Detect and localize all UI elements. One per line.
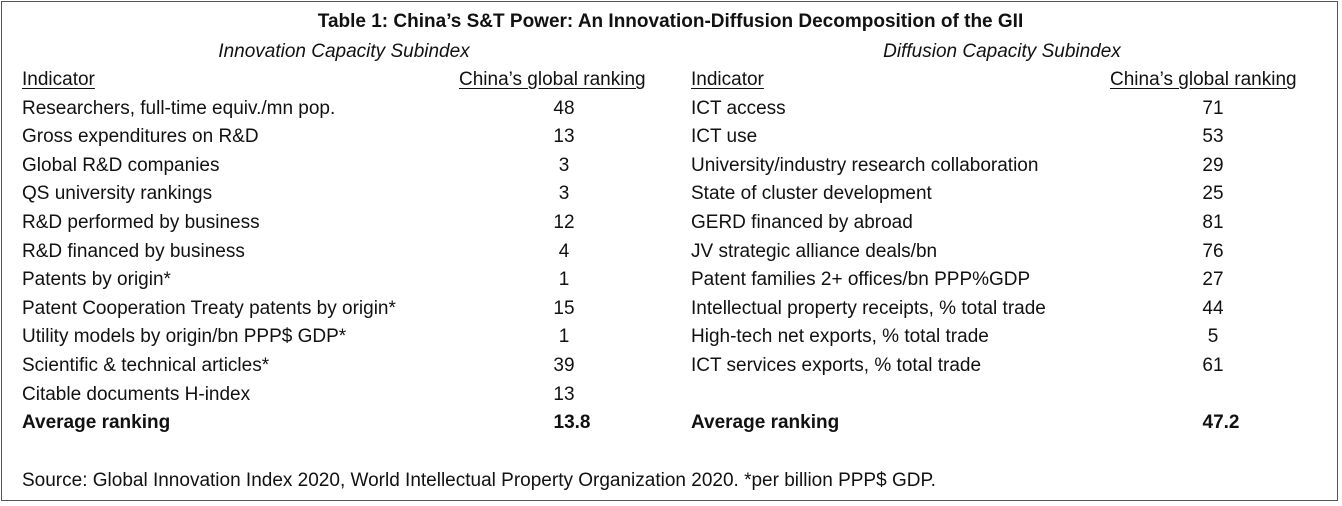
table-row: ICT access 71 <box>691 95 1320 124</box>
indicator-cell: R&D performed by business <box>22 211 260 233</box>
indicator-cell: High-tech net exports, % total trade <box>691 326 989 348</box>
indicator-cell: Utility models by origin/bn PPP$ GDP* <box>22 326 347 348</box>
rank-cell: 81 <box>1202 211 1224 233</box>
table-row: Patents by origin* 1 <box>22 266 670 295</box>
indicator-cell: Intellectual property receipts, % total … <box>691 297 1046 319</box>
innovation-average-row: Average ranking 13.8 <box>22 409 670 438</box>
table-row: University/industry research collaborati… <box>691 152 1320 181</box>
table-row: QS university rankings 3 <box>22 180 670 209</box>
table-row: State of cluster development 25 <box>691 180 1320 209</box>
table-row: ICT use 53 <box>691 123 1320 152</box>
indicator-cell: Scientific & technical articles* <box>22 354 270 376</box>
innovation-ranking-header: China’s global ranking <box>459 69 646 90</box>
rank-cell: 4 <box>558 240 570 262</box>
table-title: Table 1: China’s S&T Power: An Innovatio… <box>317 11 1024 32</box>
rank-cell: 25 <box>1202 183 1224 205</box>
average-label: Average ranking <box>691 412 840 434</box>
indicator-cell: ICT use <box>691 126 758 148</box>
source-note: Source: Global Innovation Index 2020, Wo… <box>22 470 936 491</box>
table-row: High-tech net exports, % total trade 5 <box>691 323 1320 352</box>
rank-cell: 71 <box>1202 97 1224 119</box>
average-value: 13.8 <box>553 412 591 434</box>
rank-cell: 29 <box>1202 154 1224 176</box>
diffusion-subtitle: Diffusion Capacity Subindex <box>883 41 1121 62</box>
table-row: JV strategic alliance deals/bn 76 <box>691 238 1320 267</box>
empty-row <box>691 381 1320 410</box>
rank-cell: 12 <box>553 211 575 233</box>
innovation-header-row: Indicator China’s global ranking <box>22 66 670 95</box>
indicator-cell: R&D financed by business <box>22 240 245 262</box>
innovation-panel: Indicator China’s global ranking Researc… <box>22 66 670 438</box>
table-row: R&D financed by business 4 <box>22 238 670 267</box>
indicator-cell: Patent Cooperation Treaty patents by ori… <box>22 297 396 319</box>
rank-cell: 13 <box>553 126 575 148</box>
table-row: R&D performed by business 12 <box>22 209 670 238</box>
table-row: Researchers, full-time equiv./mn pop. 48 <box>22 95 670 124</box>
indicator-cell: Citable documents H-index <box>22 383 251 405</box>
rank-cell: 53 <box>1202 126 1224 148</box>
rank-cell: 5 <box>1207 326 1219 348</box>
indicator-cell: Global R&D companies <box>22 154 220 176</box>
table-row: Global R&D companies 3 <box>22 152 670 181</box>
table-row: Patent Cooperation Treaty patents by ori… <box>22 295 670 324</box>
indicator-cell: QS university rankings <box>22 183 213 205</box>
diffusion-ranking-header: China’s global ranking <box>1110 69 1297 90</box>
indicator-cell: JV strategic alliance deals/bn <box>691 240 938 262</box>
indicator-cell: Researchers, full-time equiv./mn pop. <box>22 97 336 119</box>
rank-cell: 15 <box>553 297 575 319</box>
rank-cell: 13 <box>553 383 575 405</box>
indicator-cell: ICT services exports, % total trade <box>691 354 982 376</box>
rank-cell: 1 <box>558 326 570 348</box>
indicator-cell: GERD financed by abroad <box>691 211 913 233</box>
average-value: 47.2 <box>1202 412 1240 434</box>
rank-cell: 39 <box>553 354 575 376</box>
table-row: Intellectual property receipts, % total … <box>691 295 1320 324</box>
indicator-cell: Patent families 2+ offices/bn PPP%GDP <box>691 269 1031 291</box>
diffusion-panel: Indicator China’s global ranking ICT acc… <box>691 66 1320 438</box>
innovation-indicator-header: Indicator <box>22 69 95 90</box>
indicator-cell: ICT access <box>691 97 786 119</box>
diffusion-header-row: Indicator China’s global ranking <box>691 66 1320 95</box>
table-row: Utility models by origin/bn PPP$ GDP* 1 <box>22 323 670 352</box>
table-row: Citable documents H-index 13 <box>22 381 670 410</box>
rank-cell: 61 <box>1202 354 1224 376</box>
rank-cell: 3 <box>558 183 570 205</box>
table-row: Scientific & technical articles* 39 <box>22 352 670 381</box>
table-row: ICT services exports, % total trade 61 <box>691 352 1320 381</box>
table-row: GERD financed by abroad 81 <box>691 209 1320 238</box>
rank-cell: 1 <box>558 269 570 291</box>
rank-cell: 27 <box>1202 269 1224 291</box>
indicator-cell: University/industry research collaborati… <box>691 154 1039 176</box>
indicator-cell: State of cluster development <box>691 183 932 205</box>
table-row: Gross expenditures on R&D 13 <box>22 123 670 152</box>
table-row: Patent families 2+ offices/bn PPP%GDP 27 <box>691 266 1320 295</box>
rank-cell: 76 <box>1202 240 1224 262</box>
diffusion-indicator-header: Indicator <box>691 69 764 90</box>
innovation-subtitle: Innovation Capacity Subindex <box>218 41 470 62</box>
indicator-cell: Patents by origin* <box>22 269 171 291</box>
diffusion-average-row: Average ranking 47.2 <box>691 409 1320 438</box>
rank-cell: 44 <box>1202 297 1224 319</box>
average-label: Average ranking <box>22 412 171 434</box>
rank-cell: 3 <box>558 154 570 176</box>
indicator-cell: Gross expenditures on R&D <box>22 126 259 148</box>
rank-cell: 48 <box>553 97 575 119</box>
